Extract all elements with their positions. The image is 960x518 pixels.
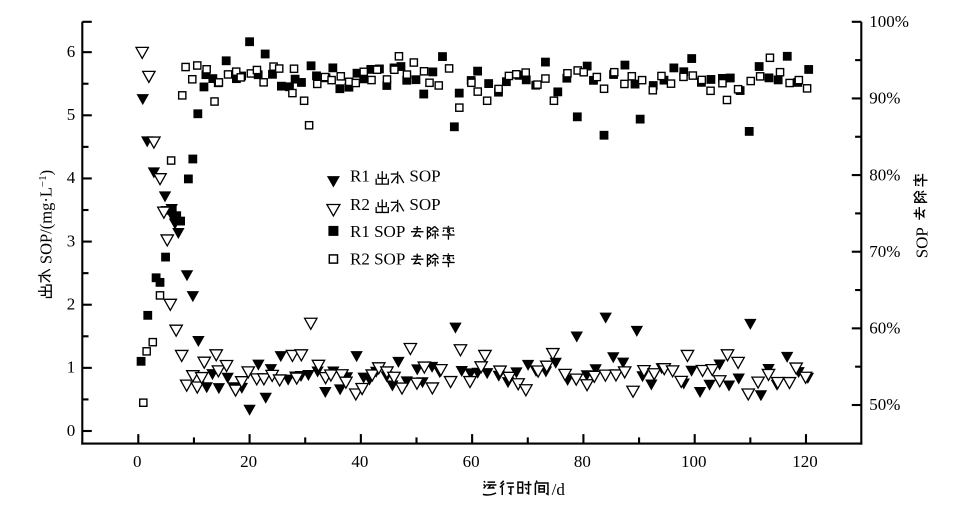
svg-text:R2: R2 — [350, 195, 370, 214]
svg-text:80%: 80% — [869, 165, 900, 184]
svg-text:/d: /d — [552, 480, 566, 499]
svg-text:R1: R1 — [350, 167, 370, 186]
svg-text:SOP: SOP — [409, 195, 440, 214]
svg-text:R2 SOP: R2 SOP — [350, 250, 405, 269]
svg-text:R1 SOP: R1 SOP — [350, 222, 405, 241]
svg-text:SOP: SOP — [912, 227, 931, 258]
svg-text:SOP: SOP — [409, 167, 440, 186]
svg-text:5: 5 — [67, 105, 76, 124]
svg-text:100: 100 — [681, 452, 707, 471]
svg-text:2: 2 — [67, 295, 76, 314]
svg-text:100%: 100% — [869, 12, 909, 31]
svg-text:70%: 70% — [869, 242, 900, 261]
svg-text:60%: 60% — [869, 319, 900, 338]
svg-text:120: 120 — [792, 452, 818, 471]
svg-text:90%: 90% — [869, 89, 900, 108]
svg-text:80: 80 — [574, 452, 591, 471]
svg-text:50%: 50% — [869, 395, 900, 414]
svg-text:0: 0 — [67, 421, 76, 440]
svg-text:4: 4 — [67, 168, 76, 187]
svg-text:40: 40 — [351, 452, 368, 471]
svg-text:20: 20 — [240, 452, 257, 471]
svg-text:6: 6 — [67, 42, 76, 61]
svg-text:SOP/(mg·L−1): SOP/(mg·L−1) — [36, 170, 55, 264]
svg-text:60: 60 — [463, 452, 480, 471]
svg-text:0: 0 — [133, 452, 142, 471]
svg-text:3: 3 — [67, 231, 76, 250]
svg-text:1: 1 — [67, 358, 76, 377]
